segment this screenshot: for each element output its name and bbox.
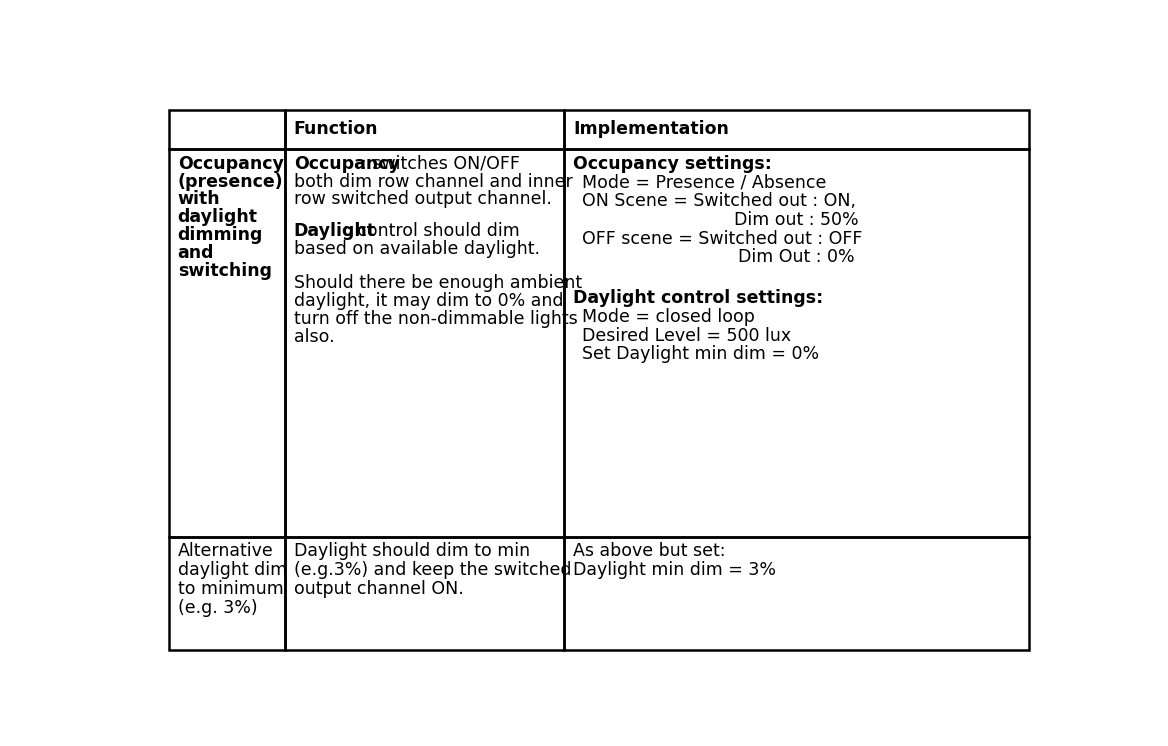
Text: Implementation: Implementation — [573, 120, 729, 138]
Text: Alternative: Alternative — [178, 542, 273, 560]
Text: daylight: daylight — [178, 208, 258, 226]
Text: Daylight should dim to min: Daylight should dim to min — [294, 542, 530, 560]
Bar — [168, 536, 285, 650]
Text: row switched output channel.: row switched output channel. — [294, 190, 551, 208]
Text: also.: also. — [294, 327, 334, 345]
Text: Dim Out : 0%: Dim Out : 0% — [738, 248, 855, 266]
Text: turn off the non-dimmable lights: turn off the non-dimmable lights — [294, 310, 577, 327]
Text: (presence): (presence) — [178, 172, 284, 190]
Text: switching: switching — [178, 262, 272, 280]
Text: Mode = Presence / Absence: Mode = Presence / Absence — [583, 174, 827, 192]
Text: Dim out : 50%: Dim out : 50% — [734, 211, 858, 229]
Text: and: and — [178, 244, 214, 262]
Bar — [285, 149, 564, 536]
Text: output channel ON.: output channel ON. — [294, 580, 464, 598]
Bar — [285, 110, 564, 149]
Text: Set Daylight min dim = 0%: Set Daylight min dim = 0% — [583, 345, 820, 363]
Text: daylight, it may dim to 0% and: daylight, it may dim to 0% and — [294, 292, 563, 310]
Text: Should there be enough ambient: Should there be enough ambient — [294, 274, 582, 292]
Text: As above but set:: As above but set: — [573, 542, 725, 560]
Text: Desired Level = 500 lux: Desired Level = 500 lux — [583, 327, 792, 345]
Text: OFF scene = Switched out : OFF: OFF scene = Switched out : OFF — [583, 230, 863, 248]
Text: Daylight min dim = 3%: Daylight min dim = 3% — [573, 561, 777, 579]
Text: : switches ON/OFF: : switches ON/OFF — [361, 154, 520, 173]
Text: Mode = closed loop: Mode = closed loop — [583, 308, 756, 326]
Text: dimming: dimming — [178, 226, 263, 244]
Bar — [168, 149, 285, 536]
Text: to minimum: to minimum — [178, 580, 284, 598]
Text: based on available daylight.: based on available daylight. — [294, 240, 540, 258]
Text: with: with — [178, 190, 221, 208]
Text: (e.g.3%) and keep the switched: (e.g.3%) and keep the switched — [294, 561, 571, 579]
Text: Daylight: Daylight — [294, 222, 376, 240]
Text: daylight dim: daylight dim — [178, 561, 287, 579]
Text: Function: Function — [294, 120, 378, 138]
Text: Occupancy: Occupancy — [178, 154, 284, 173]
Text: (e.g. 3%): (e.g. 3%) — [178, 598, 257, 616]
Bar — [564, 536, 1029, 650]
Text: : control should dim: : control should dim — [346, 222, 520, 240]
Text: ON Scene = Switched out : ON,: ON Scene = Switched out : ON, — [583, 192, 856, 210]
Bar — [564, 149, 1029, 536]
Bar — [168, 110, 285, 149]
Text: Occupancy settings:: Occupancy settings: — [573, 154, 772, 173]
Text: both dim row channel and inner: both dim row channel and inner — [294, 172, 572, 190]
Bar — [564, 110, 1029, 149]
Bar — [285, 536, 564, 650]
Text: Daylight control settings:: Daylight control settings: — [573, 289, 823, 307]
Text: Occupancy: Occupancy — [294, 154, 399, 173]
